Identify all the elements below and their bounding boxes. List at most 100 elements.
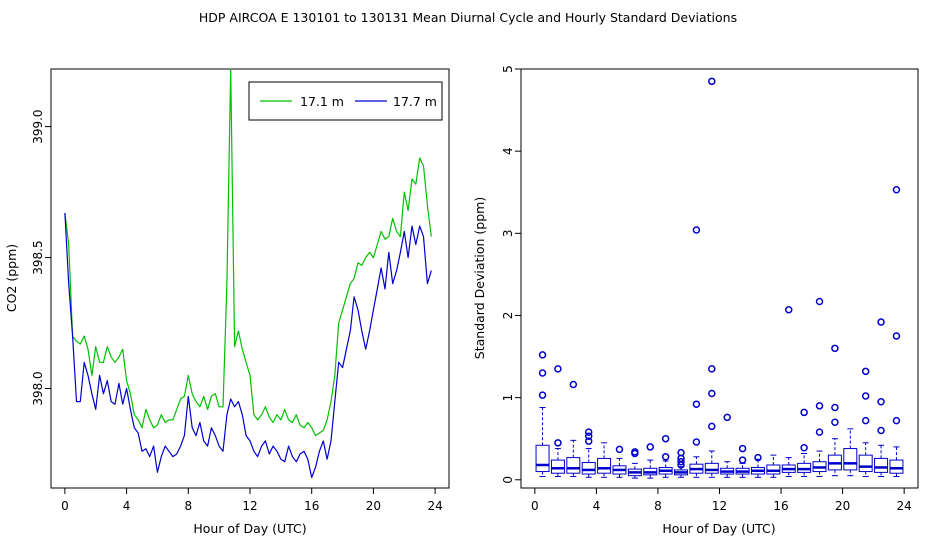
box-hour-11.5 <box>704 77 719 478</box>
right-x-tick-label: 4 <box>593 499 601 513</box>
outlier-point <box>831 403 839 412</box>
outlier-point <box>708 389 716 398</box>
outlier-point <box>708 422 716 431</box>
legend-label-17-7m: 17.7 m <box>393 94 437 109</box>
outlier-point <box>538 369 547 377</box>
box-iqr <box>535 444 550 473</box>
box-hour-0.5 <box>535 351 550 477</box>
right-y-tick-label: 5 <box>501 65 515 73</box>
box-hour-13.5 <box>735 444 750 478</box>
right-y-tick-label: 1 <box>501 394 515 402</box>
left-x-tick-label: 8 <box>184 499 192 513</box>
box-hour-23.5 <box>889 186 904 477</box>
figure-title: HDP AIRCOA E 130101 to 130131 Mean Diurn… <box>199 10 737 25</box>
left-y-tick-label: 398.5 <box>31 240 45 274</box>
outlier-point <box>861 367 870 376</box>
outlier-point <box>754 453 762 462</box>
left-x-axis: 0 4 8 12 16 20 24 <box>61 488 443 513</box>
box-iqr <box>874 457 889 473</box>
outlier-point <box>538 391 547 399</box>
right-x-axis-label: Hour of Day (UTC) <box>662 521 775 536</box>
outlier-point <box>538 351 547 359</box>
right-x-tick-label: 8 <box>654 499 662 513</box>
series-line-17-1-m <box>64 68 432 437</box>
right-y-tick-label: 3 <box>501 229 515 237</box>
outlier-point <box>708 365 716 373</box>
outlier-point <box>569 380 578 389</box>
outlier-point <box>646 443 655 451</box>
outlier-point <box>584 428 593 436</box>
box-hour-18.5 <box>812 297 827 477</box>
outlier-point <box>723 413 731 422</box>
box-hour-1.5 <box>550 365 565 477</box>
outlier-point <box>861 392 870 400</box>
right-x-tick-label: 24 <box>897 499 912 513</box>
outlier-point <box>800 408 808 417</box>
right-y-tick-label: 0 <box>501 476 515 484</box>
outlier-point <box>800 443 808 452</box>
outlier-point <box>815 297 824 306</box>
outlier-point <box>692 438 701 446</box>
box-iqr <box>858 454 873 473</box>
left-y-tick-label: 398.0 <box>31 371 45 405</box>
right-x-tick-label: 0 <box>531 499 539 513</box>
box-hour-4.5 <box>597 442 612 478</box>
outlier-point <box>738 456 747 464</box>
left-y-tick-label: 399.0 <box>31 109 45 143</box>
right-y-tick-label: 4 <box>501 147 515 155</box>
box-hour-9.5 <box>674 448 689 478</box>
outlier-point <box>677 448 685 457</box>
box-iqr <box>550 459 565 474</box>
box-iqr <box>889 459 904 474</box>
box-hour-15.5 <box>766 454 781 478</box>
outlier-point <box>831 344 839 353</box>
left-x-tick-label: 16 <box>304 499 319 513</box>
left-y-axis-label: CO2 (ppm) <box>4 244 19 312</box>
box-hour-12.5 <box>720 413 735 478</box>
legend-box <box>248 81 443 121</box>
left-plot-frame <box>50 68 450 489</box>
outlier-point <box>692 226 701 234</box>
outlier-point <box>584 437 593 445</box>
box-iqr <box>566 457 581 474</box>
right-x-axis: 0 4 8 12 16 20 24 <box>531 488 912 513</box>
outlier-point <box>877 318 885 326</box>
box-hour-5.5 <box>612 445 627 478</box>
right-plot-frame <box>520 68 919 489</box>
outlier-point <box>661 453 670 461</box>
right-x-tick-label: 20 <box>835 499 850 513</box>
box-hour-3.5 <box>581 428 596 478</box>
box-hour-14.5 <box>750 453 765 478</box>
box-hour-2.5 <box>566 380 581 477</box>
box-hour-6.5 <box>627 448 642 479</box>
outlier-point <box>831 418 839 427</box>
box-iqr <box>597 457 612 474</box>
outlier-point <box>615 445 624 454</box>
outlier-point <box>554 439 562 447</box>
box-hour-7.5 <box>643 443 658 479</box>
right-y-axis-label: Standard Deviation (ppm) <box>472 197 487 359</box>
right-y-tick-label: 2 <box>501 312 515 320</box>
legend-label-17-1m: 17.1 m <box>300 94 344 109</box>
outlier-point <box>677 457 685 466</box>
right-x-tick-label: 12 <box>712 499 727 513</box>
co2-diurnal-panel: 0 4 8 12 16 20 24 398.0 398.5 399.0 Hour of Day … <box>4 68 450 536</box>
box-iqr <box>704 462 719 474</box>
left-x-tick-label: 12 <box>242 499 257 513</box>
outlier-point <box>815 428 824 436</box>
left-x-axis-label: Hour of Day (UTC) <box>193 521 306 536</box>
box-hour-10.5 <box>689 226 704 478</box>
box-hour-16.5 <box>781 305 796 477</box>
outlier-point <box>584 432 593 440</box>
right-x-tick-label: 16 <box>773 499 788 513</box>
outlier-point <box>892 416 901 425</box>
outlier-point <box>738 444 747 453</box>
box-hour-8.5 <box>658 434 673 478</box>
left-series <box>64 68 432 479</box>
box-hour-20.5 <box>843 428 858 477</box>
left-x-tick-label: 24 <box>427 499 442 513</box>
outlier-point <box>784 305 793 314</box>
box-hour-21.5 <box>858 367 873 477</box>
